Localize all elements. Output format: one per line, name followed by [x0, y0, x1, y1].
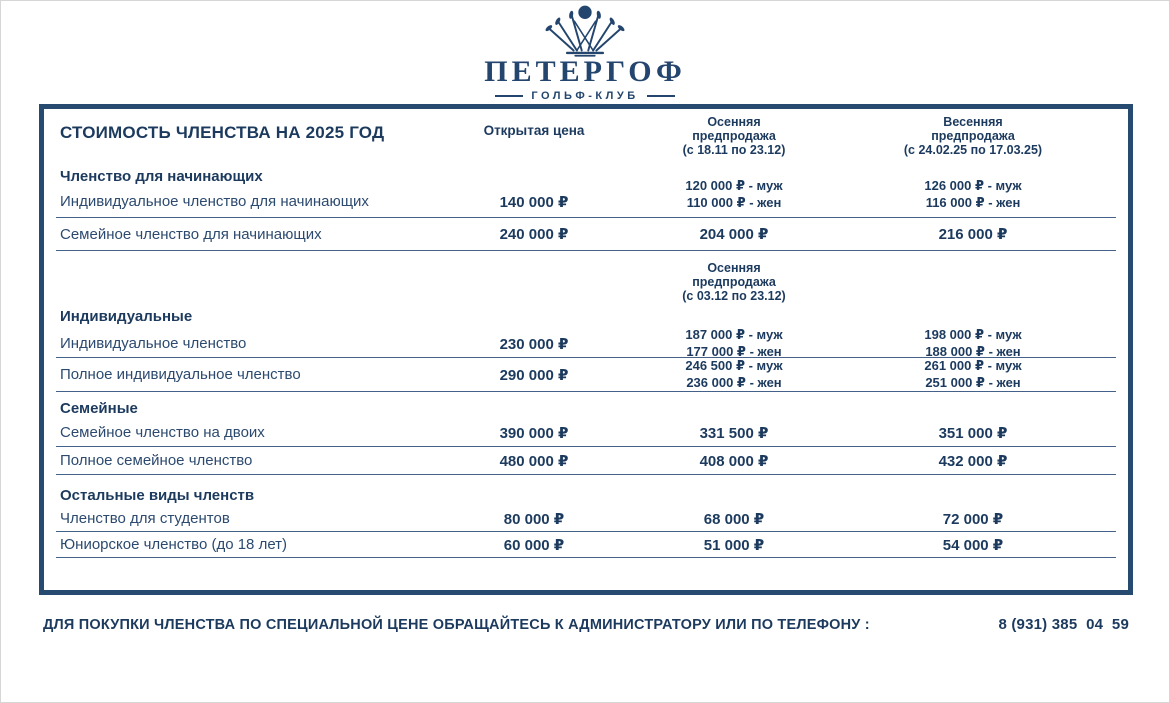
spring-price: 261 000 ₽ - муж 251 000 ₽ - жен: [924, 358, 1022, 390]
row-label: Юниорское членство (до 18 лет): [60, 536, 288, 553]
mid-table-subheader-row: Осенняя предпродажа (с 03.12 по 23.12): [56, 261, 1116, 305]
row-label: Полное семейное членство: [60, 452, 253, 469]
autumn-price: 68 000 ₽: [703, 510, 765, 528]
column-header-autumn-presale: Осенняя предпродажа (с 18.11 по 23.12): [682, 115, 786, 157]
table-row: Юниорское членство (до 18 лет) 60 000 ₽ …: [56, 532, 1116, 558]
spring-price: 216 000 ₽: [938, 226, 1008, 243]
spring-price: 126 000 ₽ - муж 116 000 ₽ - жен: [924, 178, 1022, 210]
table-row: Семейное членство на двоих 390 000 ₽ 331…: [56, 419, 1116, 447]
table-title: СТОИМОСТЬ ЧЛЕНСТВА НА 2025 ГОД: [60, 123, 385, 142]
row-label: Семейное членство на двоих: [60, 424, 265, 441]
autumn-price: 204 000 ₽: [699, 226, 769, 243]
footer-text: ДЛЯ ПОКУПКИ ЧЛЕНСТВА ПО СПЕЦИАЛЬНОЙ ЦЕНЕ…: [43, 617, 870, 633]
club-subtitle: ГОЛЬФ-КЛУБ: [531, 90, 639, 102]
open-price: 480 000 ₽: [499, 452, 569, 470]
spring-price: 72 000 ₽: [942, 510, 1004, 528]
autumn-price: 408 000 ₽: [699, 452, 769, 470]
club-name: ПЕТЕРГОФ: [484, 55, 686, 88]
spring-price: 54 000 ₽: [942, 536, 1004, 554]
membership-price-table: СТОИМОСТЬ ЧЛЕНСТВА НА 2025 ГОД Открытая …: [39, 104, 1133, 595]
autumn-price: 331 500 ₽: [699, 424, 769, 442]
open-price: 290 000 ₽: [499, 366, 569, 384]
decorative-dash: [646, 95, 675, 97]
table-row: Семейное членство для начинающих 240 000…: [56, 218, 1116, 251]
open-price: 230 000 ₽: [499, 335, 569, 353]
section-header-beginners: Членство для начинающих: [60, 167, 263, 185]
table-row: Индивидуальное членство 230 000 ₽ 187 00…: [56, 327, 1116, 359]
table-row: Членство для студентов 80 000 ₽ 68 000 ₽…: [56, 506, 1116, 532]
section-header-individual: Индивидуальные: [60, 307, 193, 325]
golf-clubs-fountain-icon: [545, 5, 625, 57]
autumn-price: 51 000 ₽: [703, 536, 765, 554]
open-price: 140 000 ₽: [499, 193, 569, 211]
open-price: 80 000 ₽: [503, 510, 565, 528]
table-row: Индивидуальное членство для начинающих 1…: [56, 178, 1116, 218]
spring-price: 432 000 ₽: [938, 452, 1008, 470]
club-logo: ПЕТЕРГОФ ГОЛЬФ-КЛУБ: [1, 5, 1169, 102]
autumn-price: 246 500 ₽ - муж 236 000 ₽ - жен: [685, 358, 783, 390]
row-label: Индивидуальное членство для начинающих: [60, 193, 369, 210]
open-price: 60 000 ₽: [503, 536, 565, 554]
table-row: Полное семейное членство 480 000 ₽ 408 0…: [56, 447, 1116, 475]
row-label: Индивидуальное членство: [60, 335, 247, 352]
open-price: 240 000 ₽: [499, 226, 569, 243]
column-header-spring-presale: Весенняя предпродажа (с 24.02.25 по 17.0…: [903, 115, 1043, 157]
autumn-midseason-subheader: Осенняя предпродажа (с 03.12 по 23.12): [682, 261, 786, 303]
column-header-open-price: Открытая цена: [483, 123, 585, 138]
row-label: Полное индивидуальное членство: [60, 366, 301, 383]
decorative-dash: [495, 95, 524, 97]
section-header-other: Остальные виды членств: [60, 486, 255, 504]
autumn-price: 120 000 ₽ - муж 110 000 ₽ - жен: [685, 178, 783, 210]
autumn-price: 187 000 ₽ - муж 177 000 ₽ - жен: [685, 327, 783, 359]
phone-number: 8 (931) 385 04 59: [998, 616, 1129, 633]
spring-price: 351 000 ₽: [938, 424, 1008, 442]
spring-price: 198 000 ₽ - муж 188 000 ₽ - жен: [924, 327, 1022, 359]
table-header-row: СТОИМОСТЬ ЧЛЕНСТВА НА 2025 ГОД Открытая …: [56, 115, 1116, 163]
section-header-family: Семейные: [60, 399, 138, 417]
footer-note: ДЛЯ ПОКУПКИ ЧЛЕНСТВА ПО СПЕЦИАЛЬНОЙ ЦЕНЕ…: [43, 616, 1129, 633]
row-label: Семейное членство для начинающих: [60, 225, 322, 243]
row-label: Членство для студентов: [60, 510, 230, 527]
table-row: Полное индивидуальное членство 290 000 ₽…: [56, 358, 1116, 392]
open-price: 390 000 ₽: [499, 424, 569, 442]
